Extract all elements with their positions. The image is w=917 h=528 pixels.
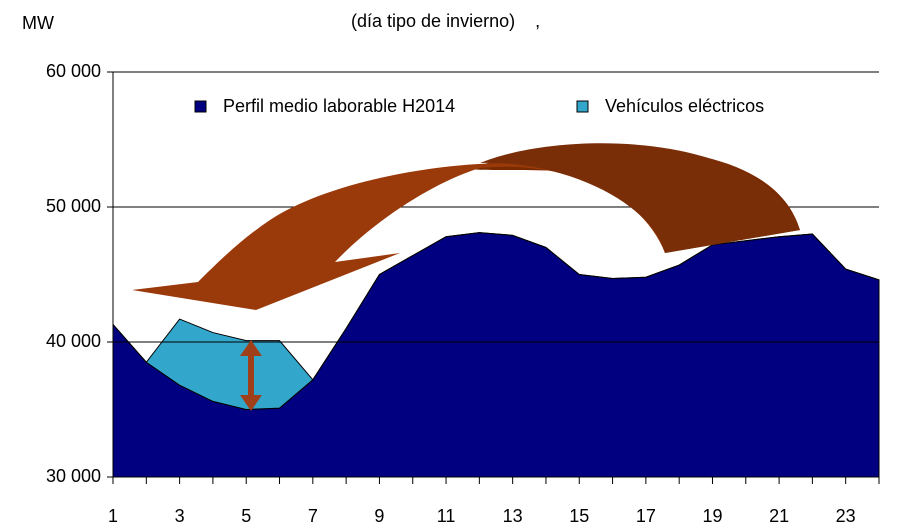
x-tick-label: 3 xyxy=(175,506,185,526)
x-tick-label: 7 xyxy=(308,506,318,526)
x-tick-label: 19 xyxy=(702,506,722,526)
x-tick-label: 1 xyxy=(108,506,118,526)
x-tick-label: 17 xyxy=(636,506,656,526)
area xyxy=(112,232,880,411)
legend-swatch xyxy=(194,100,207,113)
y-tick-label: 40 000 xyxy=(46,331,101,351)
x-tick-label: 13 xyxy=(503,506,523,526)
x-tick-label: 9 xyxy=(374,506,384,526)
curved-arrow xyxy=(480,143,800,253)
legend-label: Perfil medio laborable H2014 xyxy=(223,96,455,116)
y-axis-label: MW xyxy=(22,13,54,33)
y-tick-label: 60 000 xyxy=(46,61,101,81)
y-tick-label: 50 000 xyxy=(46,196,101,216)
x-tick-label: 23 xyxy=(836,506,856,526)
legend-swatch xyxy=(576,100,589,113)
x-tick-label: 5 xyxy=(241,506,251,526)
legend-label: Vehículos eléctricos xyxy=(605,96,764,116)
x-tick-label: 21 xyxy=(769,506,789,526)
x-tick-label: 11 xyxy=(437,506,456,526)
arrow-head xyxy=(240,340,262,356)
curved-arrow xyxy=(132,162,665,310)
chart-title: (día tipo de invierno) , xyxy=(351,11,540,31)
y-tick-label: 30 000 xyxy=(46,466,101,486)
arrow-head xyxy=(240,395,262,411)
x-tick-label: 15 xyxy=(569,506,589,526)
annotation-arrows xyxy=(132,143,800,411)
